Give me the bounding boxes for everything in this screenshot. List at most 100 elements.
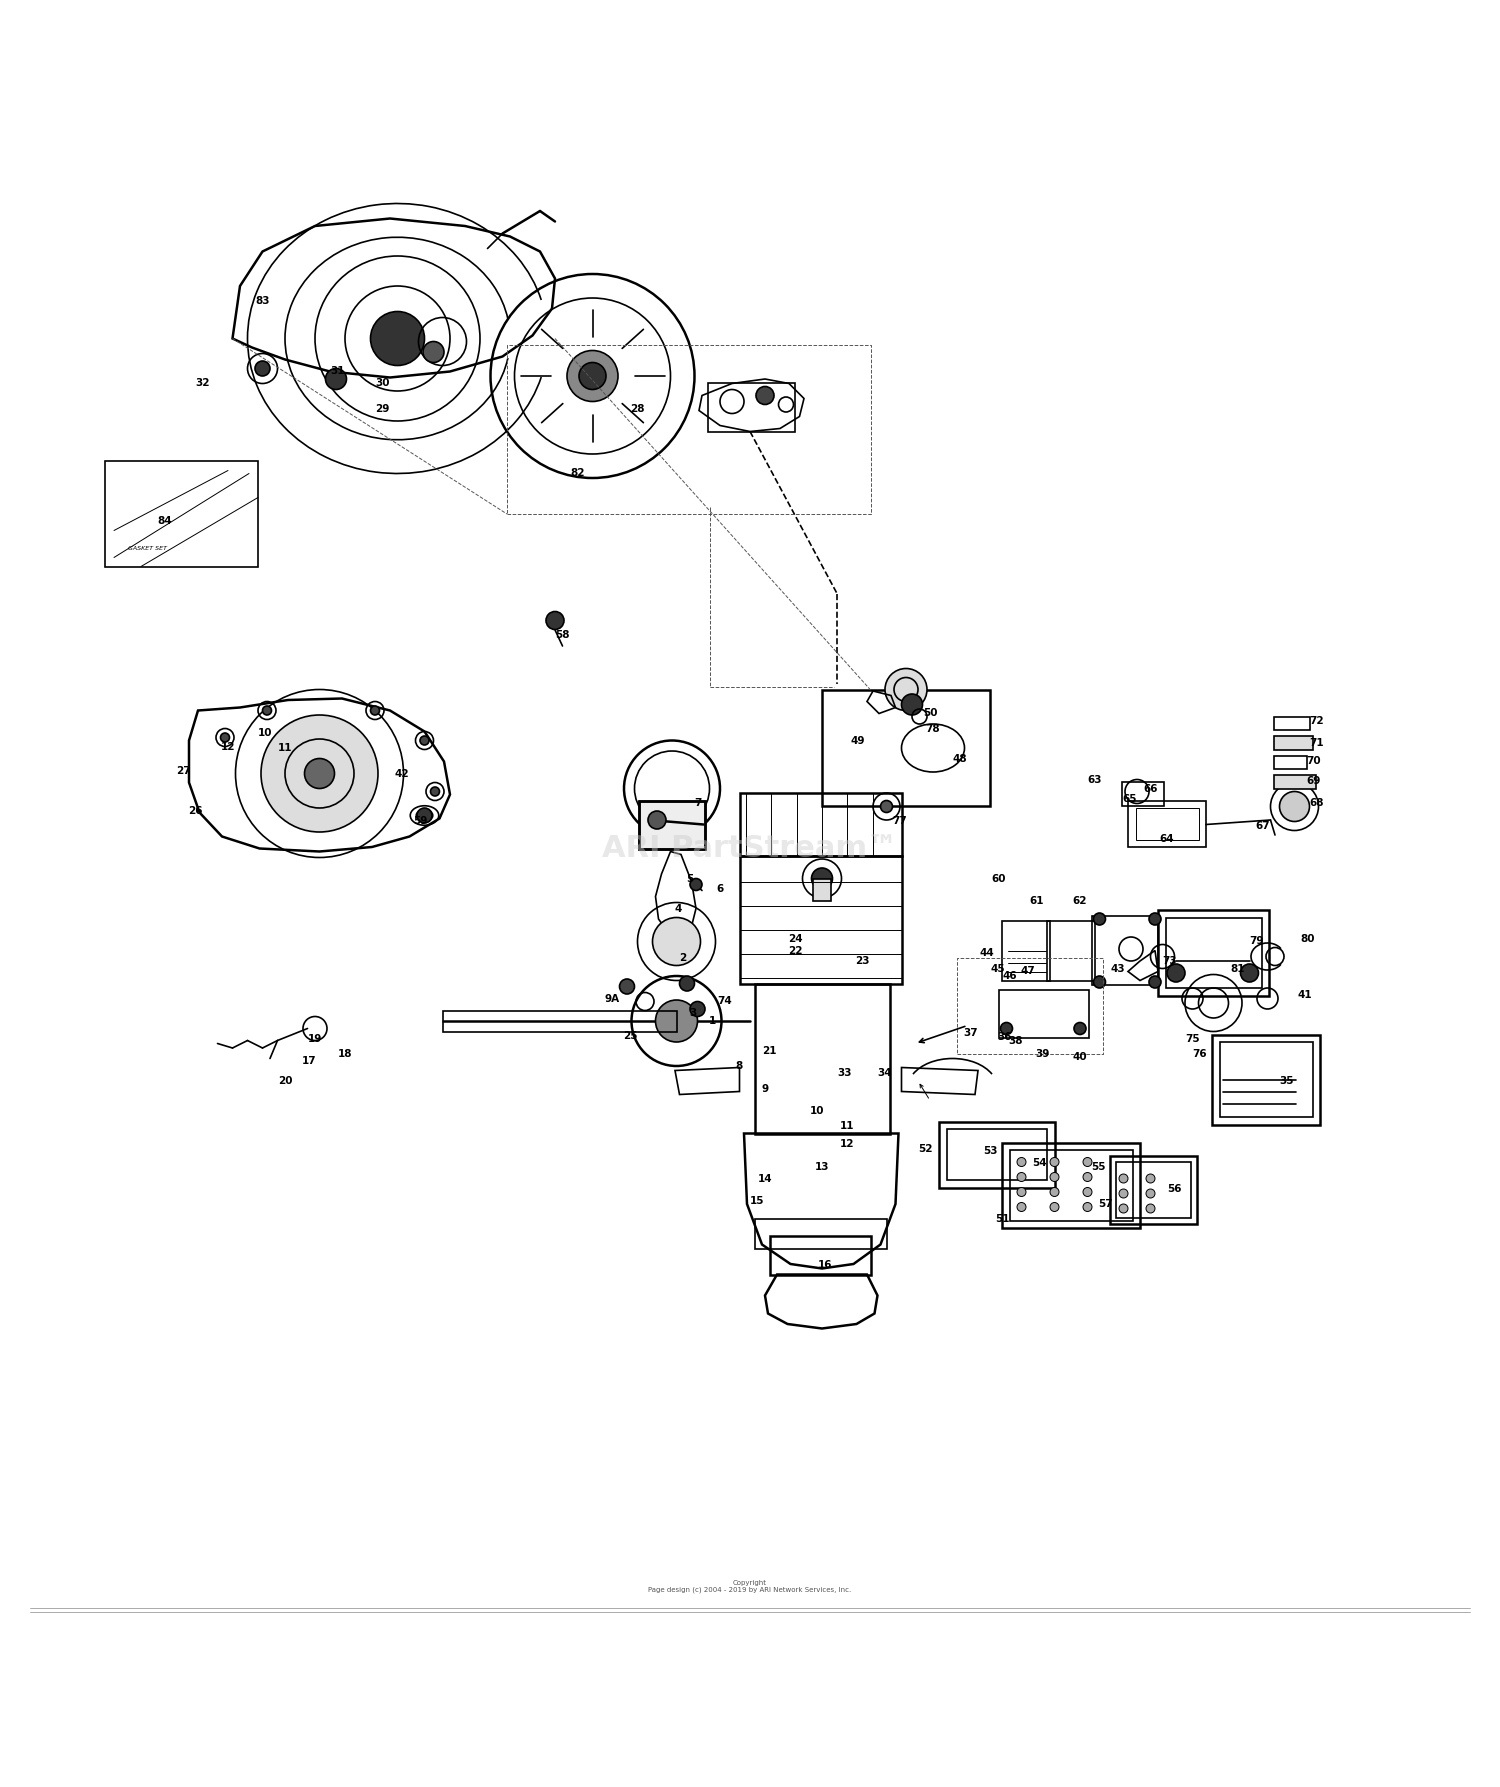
Circle shape xyxy=(420,736,429,745)
Text: 64: 64 xyxy=(1160,835,1174,845)
Circle shape xyxy=(1083,1203,1092,1212)
Text: 66: 66 xyxy=(1143,783,1158,793)
Text: 14: 14 xyxy=(758,1174,772,1183)
Text: 12: 12 xyxy=(220,742,236,752)
Text: 53: 53 xyxy=(982,1147,998,1156)
Bar xyxy=(1274,717,1310,731)
Text: 6: 6 xyxy=(717,885,723,894)
Text: 25: 25 xyxy=(622,1031,638,1042)
Text: 32: 32 xyxy=(195,379,210,388)
Bar xyxy=(1092,917,1158,985)
Text: 54: 54 xyxy=(1032,1158,1047,1169)
Text: 75: 75 xyxy=(1185,1035,1200,1044)
Bar xyxy=(813,879,831,901)
Text: 42: 42 xyxy=(394,768,410,779)
Bar xyxy=(822,690,990,806)
Text: 55: 55 xyxy=(1090,1162,1106,1172)
Text: 10: 10 xyxy=(810,1106,825,1117)
Circle shape xyxy=(1074,1022,1086,1035)
Text: 46: 46 xyxy=(1002,970,1017,981)
Text: 22: 22 xyxy=(788,945,802,956)
Circle shape xyxy=(1280,792,1310,822)
Text: 39: 39 xyxy=(1035,1049,1050,1060)
Text: GASKET SET: GASKET SET xyxy=(128,547,166,550)
Text: 1: 1 xyxy=(710,1017,716,1026)
Text: 74: 74 xyxy=(717,997,732,1006)
Text: ARI PartStream™: ARI PartStream™ xyxy=(602,835,898,863)
Bar xyxy=(754,1219,886,1249)
Text: 34: 34 xyxy=(878,1069,892,1079)
Circle shape xyxy=(417,808,432,824)
Text: 80: 80 xyxy=(1300,933,1316,944)
Text: 33: 33 xyxy=(837,1069,852,1079)
Text: 29: 29 xyxy=(375,404,390,415)
Text: 4: 4 xyxy=(675,904,681,913)
Circle shape xyxy=(902,693,922,715)
Text: 56: 56 xyxy=(1167,1185,1182,1194)
Text: 72: 72 xyxy=(1310,717,1324,726)
Text: 76: 76 xyxy=(1192,1049,1208,1060)
Circle shape xyxy=(756,386,774,404)
Circle shape xyxy=(680,976,694,992)
Bar xyxy=(105,461,258,566)
Circle shape xyxy=(1000,1022,1012,1035)
Circle shape xyxy=(1050,1188,1059,1197)
Circle shape xyxy=(1146,1174,1155,1183)
Text: 47: 47 xyxy=(1020,967,1035,976)
Circle shape xyxy=(1083,1188,1092,1197)
Bar xyxy=(770,1235,871,1274)
Bar xyxy=(946,1129,1047,1179)
Circle shape xyxy=(1094,976,1106,988)
Circle shape xyxy=(690,879,702,890)
Bar xyxy=(639,801,705,849)
Bar xyxy=(1158,910,1269,995)
Text: 62: 62 xyxy=(1072,895,1088,906)
Bar xyxy=(740,856,902,983)
Text: 10: 10 xyxy=(258,727,273,738)
Text: 11: 11 xyxy=(278,743,292,752)
Text: 26: 26 xyxy=(188,806,202,817)
Text: 8: 8 xyxy=(736,1061,742,1070)
Bar xyxy=(1212,1035,1320,1124)
Text: 17: 17 xyxy=(302,1056,316,1067)
Circle shape xyxy=(579,363,606,390)
Text: 49: 49 xyxy=(850,736,865,745)
Text: 2: 2 xyxy=(680,952,686,963)
Circle shape xyxy=(1149,976,1161,988)
Circle shape xyxy=(812,868,832,888)
Text: 82: 82 xyxy=(570,468,585,479)
Circle shape xyxy=(261,715,378,833)
Text: 28: 28 xyxy=(630,404,645,415)
Circle shape xyxy=(1017,1158,1026,1167)
Text: 35: 35 xyxy=(1280,1076,1294,1086)
Circle shape xyxy=(1149,913,1161,926)
Text: 51: 51 xyxy=(994,1213,1010,1224)
Bar xyxy=(1122,783,1164,806)
Text: 21: 21 xyxy=(762,1045,777,1056)
Bar xyxy=(1166,917,1262,988)
Text: 3: 3 xyxy=(690,1008,696,1019)
Bar xyxy=(639,801,705,849)
Circle shape xyxy=(304,758,334,788)
Circle shape xyxy=(690,1001,705,1017)
Circle shape xyxy=(1017,1203,1026,1212)
Circle shape xyxy=(1146,1204,1155,1213)
Text: 20: 20 xyxy=(278,1076,292,1086)
Text: 38: 38 xyxy=(1008,1035,1023,1045)
Text: 60: 60 xyxy=(992,874,1006,883)
Text: 73: 73 xyxy=(1162,956,1178,967)
Text: 7: 7 xyxy=(694,799,700,808)
Text: 81: 81 xyxy=(1230,963,1245,974)
Circle shape xyxy=(1017,1172,1026,1181)
Circle shape xyxy=(370,706,380,715)
Circle shape xyxy=(326,368,346,390)
Bar xyxy=(740,793,902,856)
Text: 61: 61 xyxy=(1029,895,1044,906)
Circle shape xyxy=(1017,1188,1026,1197)
Text: 69: 69 xyxy=(1306,776,1322,786)
Circle shape xyxy=(220,733,230,742)
Circle shape xyxy=(370,311,424,366)
Bar xyxy=(1274,776,1316,788)
Text: 5: 5 xyxy=(687,874,693,883)
Bar xyxy=(442,1010,676,1031)
